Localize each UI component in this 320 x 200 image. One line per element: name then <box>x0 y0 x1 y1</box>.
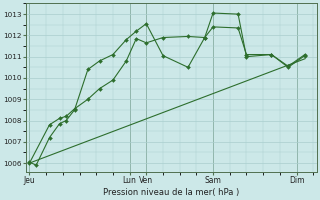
X-axis label: Pression niveau de la mer( hPa ): Pression niveau de la mer( hPa ) <box>103 188 239 197</box>
